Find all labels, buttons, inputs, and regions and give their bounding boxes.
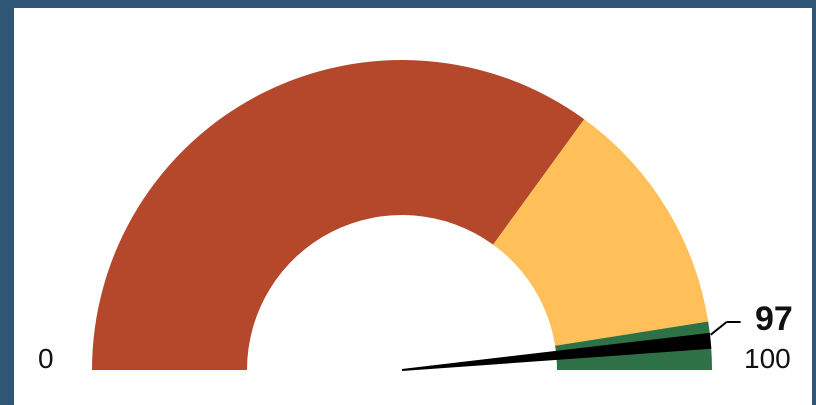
- gauge-needle: [401, 332, 712, 371]
- gauge-needle-group: [401, 332, 712, 371]
- gauge-band-2: [493, 119, 709, 346]
- gauge-bands: [92, 59, 712, 370]
- gauge-value-label: 97: [755, 300, 793, 338]
- gauge-min-label: 0: [38, 343, 54, 374]
- gauge-max-label: 100: [744, 343, 791, 374]
- gauge-band-1: [92, 59, 585, 370]
- value-label-leader: [709, 321, 728, 336]
